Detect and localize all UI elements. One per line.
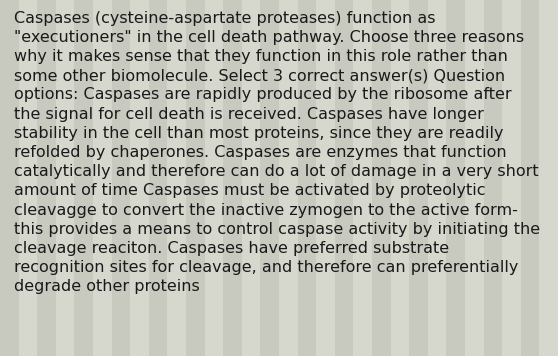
Bar <box>372 0 391 356</box>
Bar <box>149 0 167 356</box>
Bar <box>112 0 130 356</box>
Bar <box>446 0 465 356</box>
Bar <box>223 0 242 356</box>
Bar <box>409 0 428 356</box>
Bar <box>37 0 56 356</box>
Bar <box>335 0 353 356</box>
Bar <box>74 0 93 356</box>
Bar <box>186 0 205 356</box>
Bar <box>521 0 540 356</box>
Bar <box>261 0 279 356</box>
Bar <box>0 0 18 356</box>
Bar <box>484 0 502 356</box>
Text: Caspases (cysteine-aspartate proteases) function as
"executioners" in the cell d: Caspases (cysteine-aspartate proteases) … <box>14 11 540 294</box>
Bar <box>297 0 316 356</box>
